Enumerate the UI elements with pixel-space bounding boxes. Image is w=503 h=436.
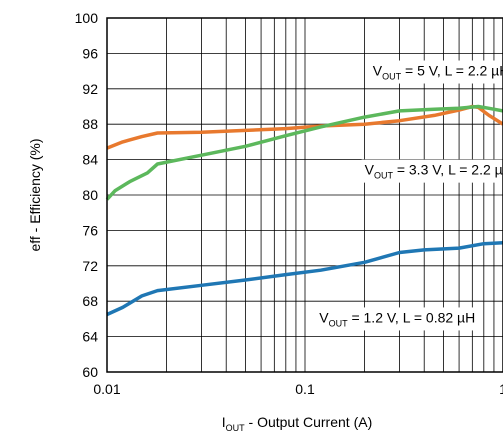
y-tick-label: 60	[82, 364, 98, 380]
y-tick-label: 64	[82, 329, 98, 345]
series-line-2	[105, 104, 503, 201]
y-tick-label: 80	[82, 187, 98, 203]
y-tick-label: 68	[82, 293, 98, 309]
x-axis-label-sub: OUT	[226, 423, 246, 433]
y-tick-label: 92	[82, 81, 98, 97]
x-axis-label-main: I	[222, 414, 226, 430]
x-axis-label: IOUT - Output Current (A)	[222, 414, 372, 433]
series-annotation: VOUT = 3.3 V, L = 2.2 µH	[365, 162, 503, 181]
plot-frame	[106, 17, 503, 373]
x-tick-label: 1	[499, 381, 503, 397]
series-line-3	[106, 241, 503, 317]
x-axis-label-rest: - Output Current (A)	[245, 414, 373, 430]
annotation-background	[316, 307, 479, 331]
x-tick-label: 0.1	[295, 381, 315, 397]
y-tick-label: 100	[75, 10, 99, 26]
y-tick-label: 84	[82, 152, 98, 168]
series-annotation: VOUT = 5 V, L = 2.2 µH	[373, 63, 503, 82]
y-tick-label: 76	[82, 222, 98, 238]
y-tick-label: 72	[82, 258, 98, 274]
y-axis-label: eff - Efficiency (%)	[27, 138, 43, 251]
annotation-layer: VOUT = 5 V, L = 2.2 µH VOUT = 3.3 V, L = …	[316, 60, 503, 331]
tick-labels: 60 64 68 72 76 80 84 88 92 96 100 0.01 0.1 1	[75, 10, 503, 397]
annotation-background	[361, 159, 503, 183]
series-annotation: VOUT = 1.2 V, L = 0.82 µH	[319, 309, 475, 328]
annotation-background	[369, 60, 503, 84]
y-tick-label: 96	[82, 45, 98, 61]
x-tick-label: 0.01	[93, 381, 120, 397]
y-tick-label: 88	[82, 116, 98, 132]
series-layer	[105, 104, 503, 317]
